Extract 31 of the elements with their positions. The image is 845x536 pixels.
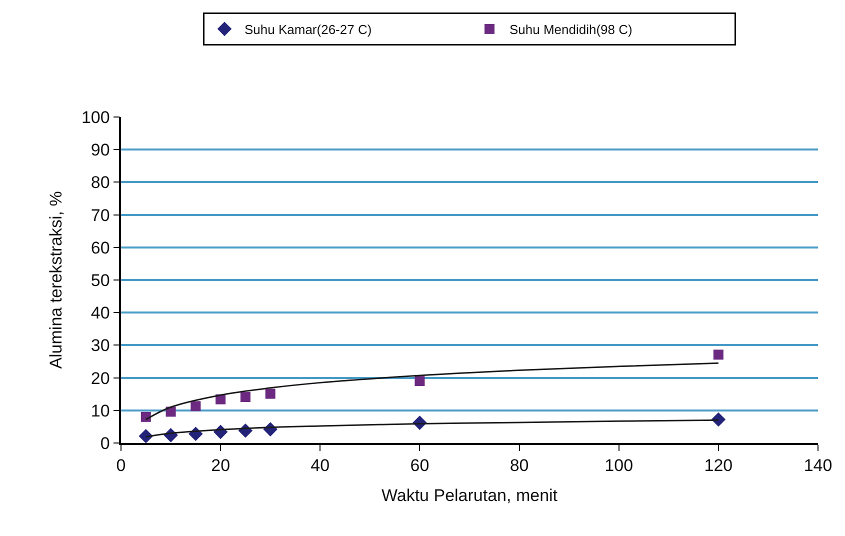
y-tick-label: 0: [100, 434, 110, 453]
x-tick-label: 60: [410, 456, 430, 476]
y-tick-label: 70: [90, 206, 110, 225]
x-axis-title: Waktu Pelarutan, menit: [381, 486, 558, 506]
y-tick-label: 60: [90, 238, 110, 258]
legend-label: Suhu Mendidih(98 C): [510, 22, 632, 37]
point: [138, 429, 154, 443]
y-tick-label: 100: [81, 108, 110, 127]
y-tick-label: 90: [90, 140, 110, 160]
x-tick-label: 20: [211, 456, 230, 476]
x-tick-label: 40: [310, 456, 330, 476]
point: [265, 388, 276, 399]
y-tick-label: 30: [90, 336, 110, 356]
x-tick-label: 80: [510, 456, 529, 476]
legend-label: Suhu Kamar(26-27 C): [244, 22, 372, 37]
y-axis-title: Alumina terekstraksi, %: [46, 191, 66, 369]
point: [414, 376, 425, 386]
y-tick-label: 20: [90, 368, 110, 388]
y-tick-label: 50: [90, 270, 110, 290]
x-tick-label: 120: [704, 456, 733, 476]
x-tick-label: 140: [804, 456, 832, 476]
y-tick-label: 80: [90, 173, 110, 192]
x-tick-label: 0: [116, 456, 126, 476]
y-tick-label: 10: [90, 401, 110, 420]
point: [190, 401, 201, 412]
y-tick-label: 40: [90, 304, 110, 323]
x-tick-label: 100: [604, 456, 634, 476]
point: [240, 392, 250, 402]
point: [140, 412, 151, 422]
point: [711, 412, 726, 427]
point: [713, 350, 724, 360]
